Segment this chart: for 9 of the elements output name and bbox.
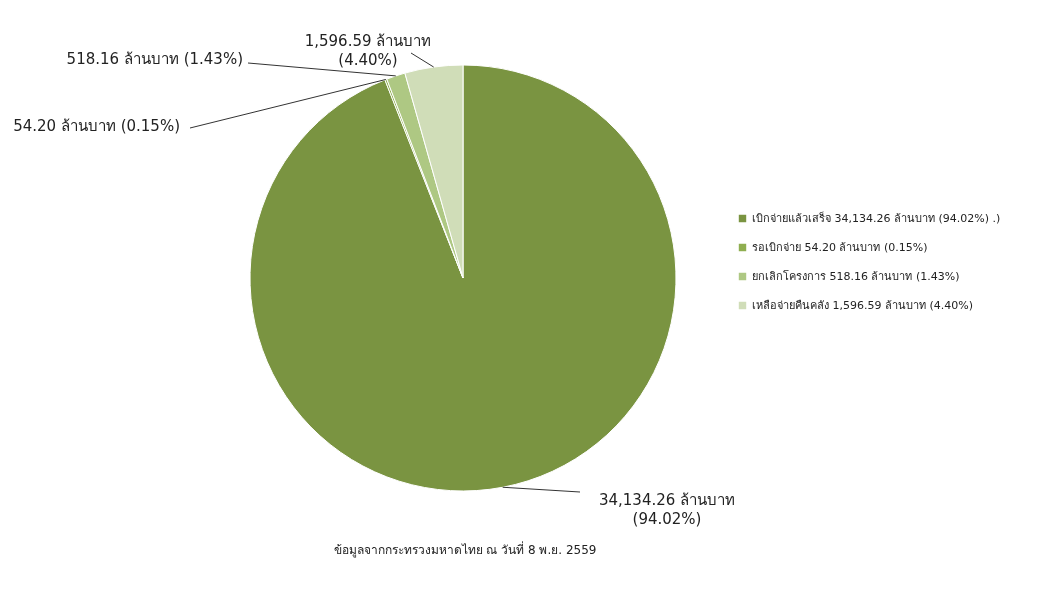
legend-label: รอเบิกจ่าย 54.20 ล้านบาท (0.15%) <box>752 240 928 254</box>
data-label: 518.16 ล้านบาท (1.43%) <box>66 50 243 68</box>
data-label: 54.20 ล้านบาท (0.15%) <box>13 117 180 135</box>
legend-label: เบิกจ่ายแล้วเสร็จ 34,134.26 ล้านบาท (94.02%) .) <box>752 210 1001 225</box>
legend-label: ยกเลิกโครงการ 518.16 ล้านบาท (1.43%) <box>752 268 960 283</box>
text: ข้อมูลจากกระทรวงมหาดไทย ณ วันที่ 8 พ.ย. 2559 <box>333 541 597 558</box>
data-label: 1,596.59 ล้านบาท (4.40%) <box>304 32 432 69</box>
data-label: 34,134.26 ล้านบาท (94.02%) <box>598 491 736 528</box>
legend-label: เหลือจ่ายคืนคลัง 1,596.59 ล้านบาท (4.40%) <box>752 298 974 312</box>
